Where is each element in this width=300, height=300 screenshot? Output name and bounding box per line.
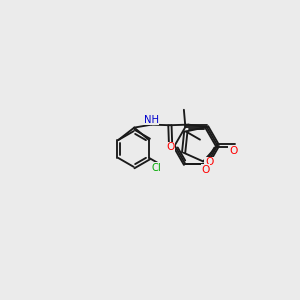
Text: O: O: [166, 142, 175, 152]
Text: NH: NH: [144, 115, 159, 124]
Text: Cl: Cl: [152, 163, 162, 173]
Text: O: O: [229, 146, 237, 156]
Text: O: O: [201, 165, 209, 175]
Text: O: O: [205, 157, 213, 167]
